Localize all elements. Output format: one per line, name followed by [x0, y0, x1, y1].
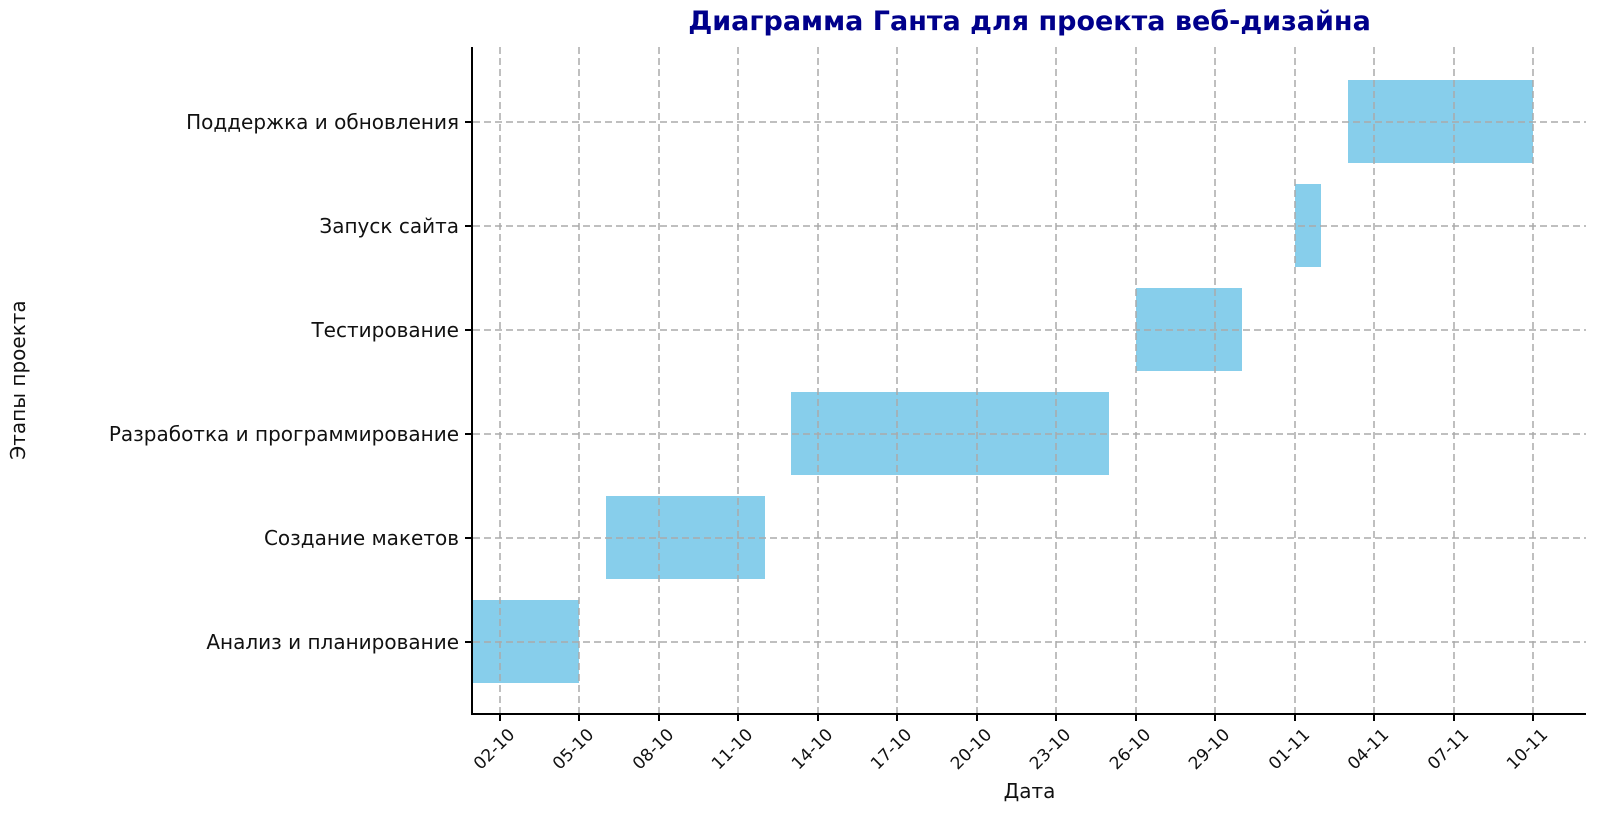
- vertical-gridline: [1293, 47, 1296, 713]
- horizontal-gridline: [473, 640, 1586, 643]
- y-tick-label: Тестирование: [311, 317, 459, 342]
- x-tick-mark: [896, 715, 898, 721]
- vertical-gridline: [896, 47, 898, 713]
- y-axis-label: Этапы проекта: [6, 300, 30, 460]
- horizontal-gridline: [473, 328, 1586, 331]
- y-tick-label: Анализ и планирование: [206, 629, 459, 654]
- x-tick-mark: [1293, 715, 1296, 721]
- x-tick-mark: [498, 715, 501, 721]
- x-tick-label: 01-11: [1264, 725, 1314, 775]
- vertical-gridline: [816, 47, 819, 713]
- chart-title: Диаграмма Ганта для проекта веб-дизайна: [688, 6, 1371, 37]
- x-tick-label: 20-10: [946, 725, 996, 775]
- x-tick-label: 29-10: [1185, 725, 1235, 775]
- x-tick-mark: [1214, 715, 1216, 721]
- x-tick-mark: [1134, 715, 1137, 721]
- x-tick-label: 08-10: [628, 725, 678, 775]
- x-tick-mark: [657, 715, 660, 721]
- x-axis-spine: [471, 713, 1586, 715]
- vertical-gridline: [498, 47, 501, 713]
- y-tick-label: Разработка и программирование: [108, 421, 459, 446]
- vertical-gridline: [1214, 47, 1216, 713]
- x-tick-label: 23-10: [1026, 725, 1076, 775]
- vertical-gridline: [737, 47, 739, 713]
- x-tick-mark: [1452, 715, 1455, 721]
- horizontal-gridline: [473, 432, 1586, 435]
- vertical-gridline: [1532, 47, 1534, 713]
- y-tick-mark: [465, 224, 471, 227]
- y-tick-mark: [465, 120, 471, 123]
- x-tick-mark: [578, 715, 580, 721]
- x-tick-mark: [816, 715, 819, 721]
- x-tick-label: 07-11: [1423, 725, 1473, 775]
- horizontal-gridline: [473, 120, 1586, 123]
- horizontal-gridline: [473, 536, 1586, 539]
- x-tick-label: 04-11: [1344, 725, 1394, 775]
- y-tick-mark: [465, 640, 471, 643]
- vertical-gridline: [1373, 47, 1375, 713]
- x-tick-label: 26-10: [1105, 725, 1155, 775]
- x-tick-label: 14-10: [787, 725, 837, 775]
- x-tick-mark: [1373, 715, 1375, 721]
- x-tick-label: 17-10: [867, 725, 917, 775]
- y-tick-label: Запуск сайта: [319, 213, 459, 238]
- x-tick-label: 11-10: [708, 725, 758, 775]
- vertical-gridline: [1134, 47, 1137, 713]
- vertical-gridline: [975, 47, 978, 713]
- vertical-gridline: [1055, 47, 1057, 713]
- y-axis-spine: [471, 47, 473, 715]
- x-tick-mark: [975, 715, 978, 721]
- vertical-gridline: [1452, 47, 1455, 713]
- x-tick-mark: [1532, 715, 1534, 721]
- y-tick-mark: [465, 328, 471, 331]
- plot-area: [465, 47, 1586, 721]
- horizontal-gridline: [473, 224, 1586, 227]
- x-tick-label: 10-11: [1503, 725, 1553, 775]
- x-tick-label: 05-10: [549, 725, 599, 775]
- y-tick-mark: [465, 432, 471, 435]
- x-tick-mark: [737, 715, 739, 721]
- vertical-gridline: [657, 47, 660, 713]
- x-axis-label: Дата: [1003, 779, 1056, 803]
- vertical-gridline: [578, 47, 580, 713]
- y-tick-label: Поддержка и обновления: [186, 109, 459, 134]
- y-tick-label: Создание макетов: [263, 525, 459, 550]
- x-tick-label: 02-10: [469, 725, 519, 775]
- y-tick-mark: [465, 536, 471, 539]
- x-tick-mark: [1055, 715, 1057, 721]
